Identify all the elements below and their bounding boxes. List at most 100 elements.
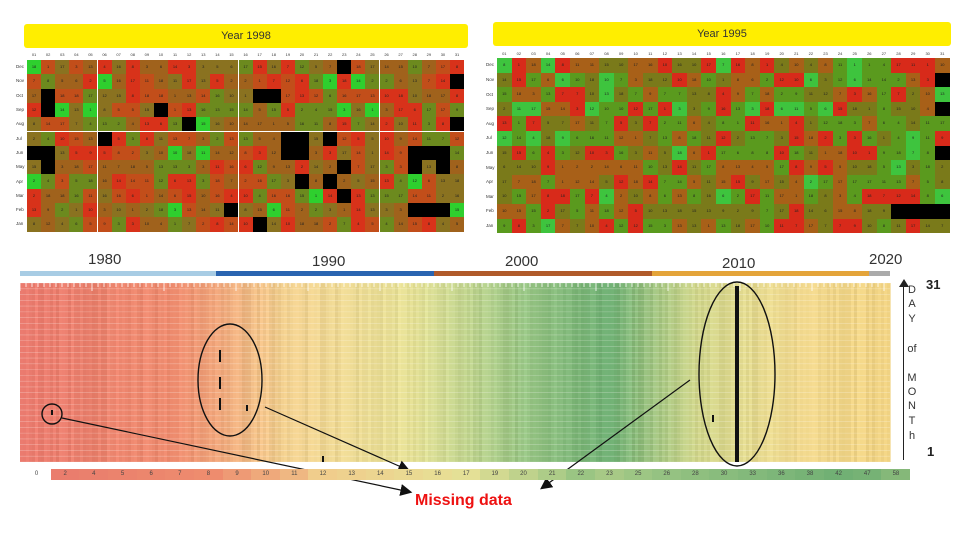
decade-label-1990: 1990 [312, 253, 346, 270]
day-label: 07 [589, 51, 595, 56]
heatmap-cell: 3 [309, 145, 324, 161]
y-axis-arrowhead [899, 279, 909, 287]
heatmap-1995: 01 02 03 04 05 06 07 08 09 10 11 12 13 14 15 16 17 18 19 20… [0, 0, 960, 250]
legend-cell: 17 [451, 469, 481, 480]
day-label: 15 [229, 52, 234, 57]
day-label: 29 [426, 52, 432, 57]
strip-column [602, 283, 606, 462]
heatmap-cell: 2 [294, 160, 309, 175]
strip-column [689, 283, 693, 462]
heatmap-cell: 13 [540, 87, 556, 102]
heatmap-cell: 15 [774, 174, 789, 190]
heatmap-cell: 14 [238, 117, 253, 132]
heatmap-cell: 18 [153, 203, 168, 218]
heatmap-cell: 7 [716, 58, 731, 73]
strip-column [719, 283, 723, 462]
heatmap-cell: 4 [393, 174, 408, 189]
heatmap-cell: 13 [716, 218, 731, 234]
heatmap-cell: 11 [701, 174, 716, 190]
strip-column [56, 283, 60, 462]
day-label: 10 [158, 52, 164, 57]
heatmap-cell: 15 [832, 204, 848, 219]
heatmap-cell: 7 [323, 60, 338, 75]
day-label: 05 [88, 52, 93, 57]
heatmap-cell: 7 [613, 72, 629, 88]
heatmap-cell: 10 [584, 145, 600, 161]
strip-column [779, 283, 783, 462]
heatmap-cell: 16 [210, 88, 225, 103]
day-label: 01 [502, 51, 507, 56]
heatmap-cell: 12 [818, 87, 833, 102]
heatmap-cell: 3 [196, 160, 211, 175]
day-label: 30 [440, 52, 446, 57]
heatmap-cell [935, 101, 950, 117]
heatmap-cell: 2 [196, 217, 211, 232]
strip-column [419, 283, 423, 462]
heatmap-cell: 3 [55, 174, 70, 189]
heatmap-cell: 18 [803, 131, 819, 146]
legend-cell: 15 [394, 469, 424, 480]
heatmap-cell: 18 [83, 174, 98, 189]
strip-column [749, 283, 753, 462]
decade-bar-1980 [20, 271, 216, 276]
heatmap-cell: 9 [266, 160, 281, 175]
heatmap-cell: 6 [657, 189, 673, 204]
strip-column [764, 283, 768, 462]
heatmap-cell: 2 [294, 102, 309, 118]
heatmap-cell: 13 [224, 131, 239, 146]
missing-data-mark [322, 456, 324, 462]
heatmap-cell [935, 72, 950, 88]
decade-bar-1990 [216, 271, 434, 276]
heatmap-cell: 11 [83, 188, 98, 203]
strip-column [116, 283, 120, 462]
heatmap-cell: 17 [55, 117, 70, 132]
missing-data-mark [219, 377, 221, 389]
heatmap-cell: 10 [168, 145, 183, 161]
strip-column [203, 283, 207, 462]
strip-column [671, 283, 675, 462]
strip-column [47, 283, 51, 462]
heatmap-cell: 10 [153, 145, 168, 161]
heatmap-cell: 12 [657, 72, 673, 88]
heatmap-cell: 14 [351, 203, 366, 218]
strip-column [767, 283, 771, 462]
heatmap-cell [891, 204, 906, 219]
heatmap-cell: 8 [716, 160, 731, 175]
heatmap-cell: 8 [323, 117, 338, 132]
heatmap-cell: 18 [210, 174, 225, 189]
y-axis-letter-4: of [907, 343, 917, 355]
missing-data-mark [51, 410, 53, 415]
strip-column [131, 283, 135, 462]
heatmap-cell: 2 [730, 204, 746, 219]
strip-column [512, 283, 516, 462]
heatmap-cell: 14 [511, 131, 527, 146]
strip-column [701, 283, 705, 462]
heatmap-cell: 18 [686, 131, 702, 146]
strip-column [845, 283, 849, 462]
heatmap-cell: 17 [570, 116, 585, 131]
heatmap-cell: 3 [111, 217, 126, 232]
heatmap-cell: 2 [309, 203, 324, 218]
heatmap-cell [935, 204, 950, 219]
heatmap-cell: 11 [628, 160, 643, 175]
heatmap-cell: 13 [407, 74, 422, 89]
heatmap-cell: 4 [891, 131, 906, 146]
strip-column [797, 283, 801, 462]
strip-column [59, 283, 63, 462]
heatmap-cell: 17 [818, 174, 833, 190]
month-label: Feb [486, 208, 494, 214]
strip-column [98, 283, 102, 462]
heatmap-cell: 14 [905, 189, 921, 204]
chart-1995-title: Year 1995 [493, 22, 951, 46]
heatmap-cell: 15 [337, 117, 352, 132]
heatmap-cell: 2 [224, 74, 239, 89]
strip-column [281, 283, 285, 462]
heatmap-cell: 5 [351, 174, 366, 189]
heatmap-cell: 15 [511, 189, 527, 204]
heatmap-cell: 14 [41, 117, 56, 132]
heatmap-cell: 1 [168, 102, 183, 118]
heatmap-cell: 17 [555, 204, 570, 219]
strip-column [26, 283, 30, 462]
day-label: 21 [313, 52, 319, 57]
heatmap-cell [337, 60, 352, 75]
